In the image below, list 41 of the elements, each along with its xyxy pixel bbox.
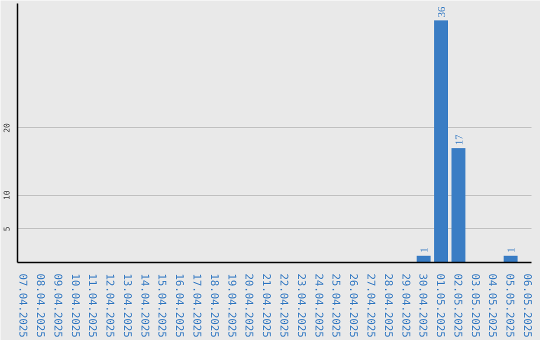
- bar: [451, 148, 466, 262]
- x-tick-label: 12.04.2025: [104, 274, 117, 338]
- x-tick-label: 03.05.2025: [468, 274, 482, 338]
- y-tick-label: 5: [2, 226, 12, 232]
- x-tick-label: 24.04.2025: [312, 274, 326, 338]
- x-tick-label: 28.04.2025: [382, 274, 395, 338]
- x-tick-label: 10.04.2025: [68, 274, 82, 338]
- x-tick-label: 06.05.2025: [521, 274, 534, 338]
- bar: [434, 20, 448, 262]
- bar: [504, 256, 518, 262]
- x-tick-label: 04.05.2025: [486, 274, 500, 338]
- x-tick-label: 01.05.2025: [434, 274, 448, 338]
- y-tick-label: 20: [2, 122, 12, 133]
- x-tick-label: 13.04.2025: [120, 274, 134, 338]
- x-tick-label: 18.04.2025: [208, 274, 221, 338]
- data-label: 1: [506, 247, 518, 253]
- x-tick-label: 11.04.2025: [86, 274, 100, 338]
- x-tick-label: 15.04.2025: [156, 274, 169, 338]
- data-label: 36: [437, 6, 448, 18]
- x-tick-label: 16.04.2025: [173, 274, 186, 338]
- data-label: 17: [454, 134, 466, 146]
- x-tick-label: 22.04.2025: [278, 274, 290, 338]
- data-label: 1: [420, 247, 431, 253]
- x-tick-label: 19.04.2025: [225, 274, 238, 338]
- x-tick-label: 08.04.2025: [34, 274, 47, 338]
- x-tick-label: 23.04.2025: [294, 274, 308, 338]
- x-tick-label: 02.05.2025: [451, 274, 464, 338]
- x-tick-label: 07.04.2025: [16, 274, 30, 338]
- x-tick-label: 26.04.2025: [347, 274, 360, 338]
- x-tick-label: 27.04.2025: [364, 274, 378, 338]
- x-tick-label: 25.04.2025: [330, 274, 343, 338]
- x-tick-label: 17.04.2025: [190, 274, 204, 338]
- y-tick-label: 10: [2, 190, 12, 200]
- x-tick-label: 14.04.2025: [138, 274, 152, 338]
- x-tick-label: 21.04.2025: [260, 274, 274, 338]
- x-tick-label: 30.04.2025: [416, 274, 430, 338]
- x-tick-label: 20.04.2025: [242, 274, 256, 338]
- x-tick-label: 29.04.2025: [399, 274, 412, 338]
- bar: [416, 256, 431, 262]
- x-tick-label: 09.04.2025: [51, 274, 64, 338]
- x-tick-label: 05.05.2025: [504, 274, 517, 338]
